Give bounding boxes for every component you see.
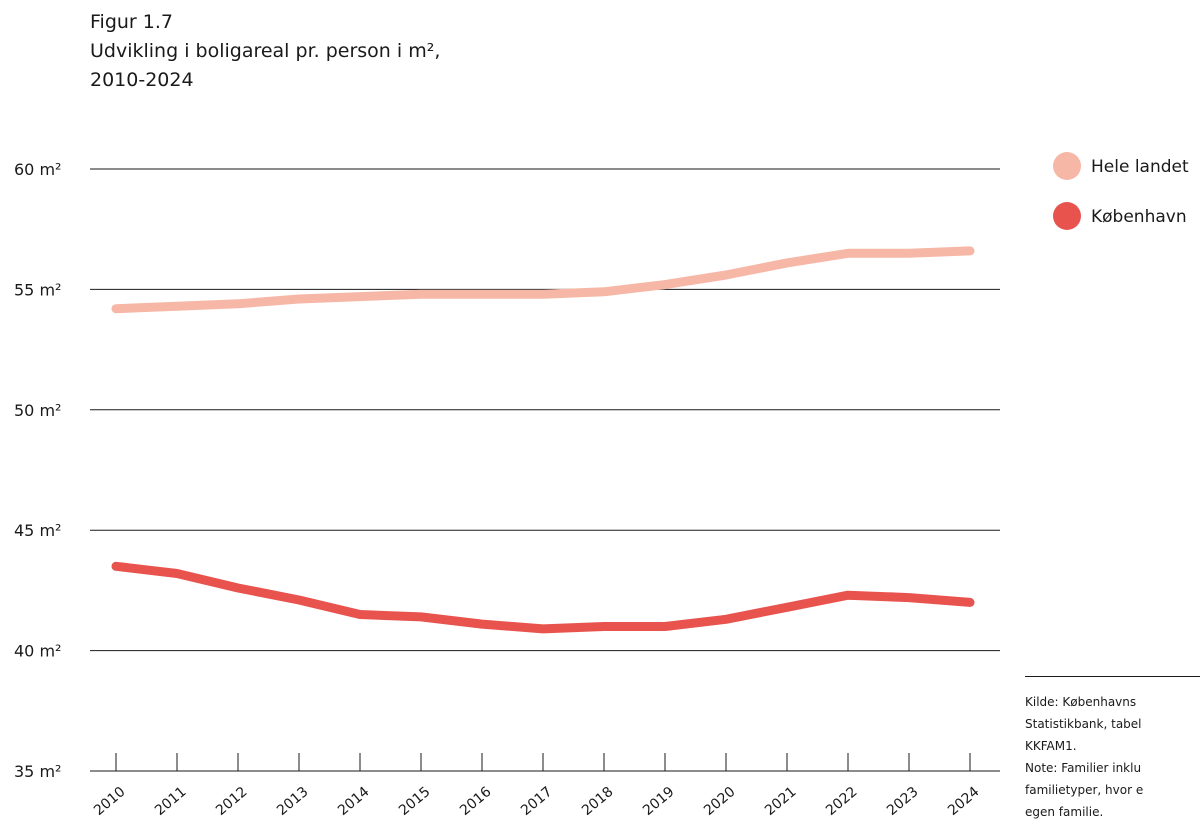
x-tick-label-2019: 2019 — [640, 784, 678, 819]
chart-title-line-1: Udvikling i boligareal pr. person i m², — [90, 40, 441, 62]
y-tick-label-35: 35 m² — [14, 762, 61, 781]
chart-title-block: Figur 1.7 Udvikling i boligareal pr. per… — [90, 8, 440, 95]
legend: Hele landet København — [1053, 152, 1189, 230]
note-line-3: egen familie. — [1025, 805, 1104, 819]
legend-label-2: København — [1091, 207, 1187, 227]
x-tick-label-2022: 2022 — [823, 784, 861, 819]
source-note: Kilde: Københavns Statistikbank, tabel K… — [1025, 676, 1200, 823]
x-tick-label-2017: 2017 — [518, 784, 556, 819]
source-line-1: Kilde: Københavns — [1025, 695, 1137, 709]
legend-swatch-2 — [1053, 202, 1081, 230]
y-tick-label-40: 40 m² — [14, 642, 61, 661]
x-tick-label-2011: 2011 — [152, 784, 190, 819]
series-line-2 — [111, 561, 975, 634]
series-line-1 — [111, 246, 975, 314]
x-axis: 2010 2011 2012 2013 2014 2015 2016 2017 2018 2019… — [91, 753, 983, 819]
x-tick-label-2021: 2021 — [762, 784, 800, 819]
y-tick-label-50: 50 m² — [14, 401, 61, 420]
figure-label: Figur 1.7 — [90, 11, 173, 33]
legend-label-1: Hele landet — [1091, 157, 1189, 177]
x-tick-label-2014: 2014 — [335, 784, 373, 819]
note-line-2: familietyper, hvor e — [1025, 783, 1144, 797]
x-tick-label-2013: 2013 — [274, 784, 312, 819]
y-axis-tick-labels: 60 m² 55 m² 50 m² 45 m² 40 m² 35 m² — [14, 160, 61, 781]
series-lines — [111, 246, 975, 634]
source-line-3: KKFAM1. — [1025, 739, 1077, 753]
x-tick-label-2010: 2010 — [91, 784, 129, 819]
x-tick-label-2018: 2018 — [579, 784, 617, 819]
legend-swatch-1 — [1053, 152, 1081, 180]
source-line-2: Statistikbank, tabel — [1025, 717, 1142, 731]
note-line-1: Note: Familier inklu — [1025, 761, 1142, 775]
x-tick-label-2020: 2020 — [701, 784, 739, 819]
x-tick-label-2016: 2016 — [457, 784, 495, 819]
chart-title-line-2: 2010-2024 — [90, 69, 194, 91]
y-tick-label-45: 45 m² — [14, 521, 61, 540]
x-tick-label-2015: 2015 — [396, 784, 434, 819]
y-tick-label-55: 55 m² — [14, 280, 61, 299]
y-tick-label-60: 60 m² — [14, 160, 61, 179]
grid-lines — [90, 168, 1000, 772]
x-tick-label-2023: 2023 — [884, 784, 922, 819]
x-tick-label-2024: 2024 — [945, 784, 983, 819]
x-tick-label-2012: 2012 — [213, 784, 251, 819]
